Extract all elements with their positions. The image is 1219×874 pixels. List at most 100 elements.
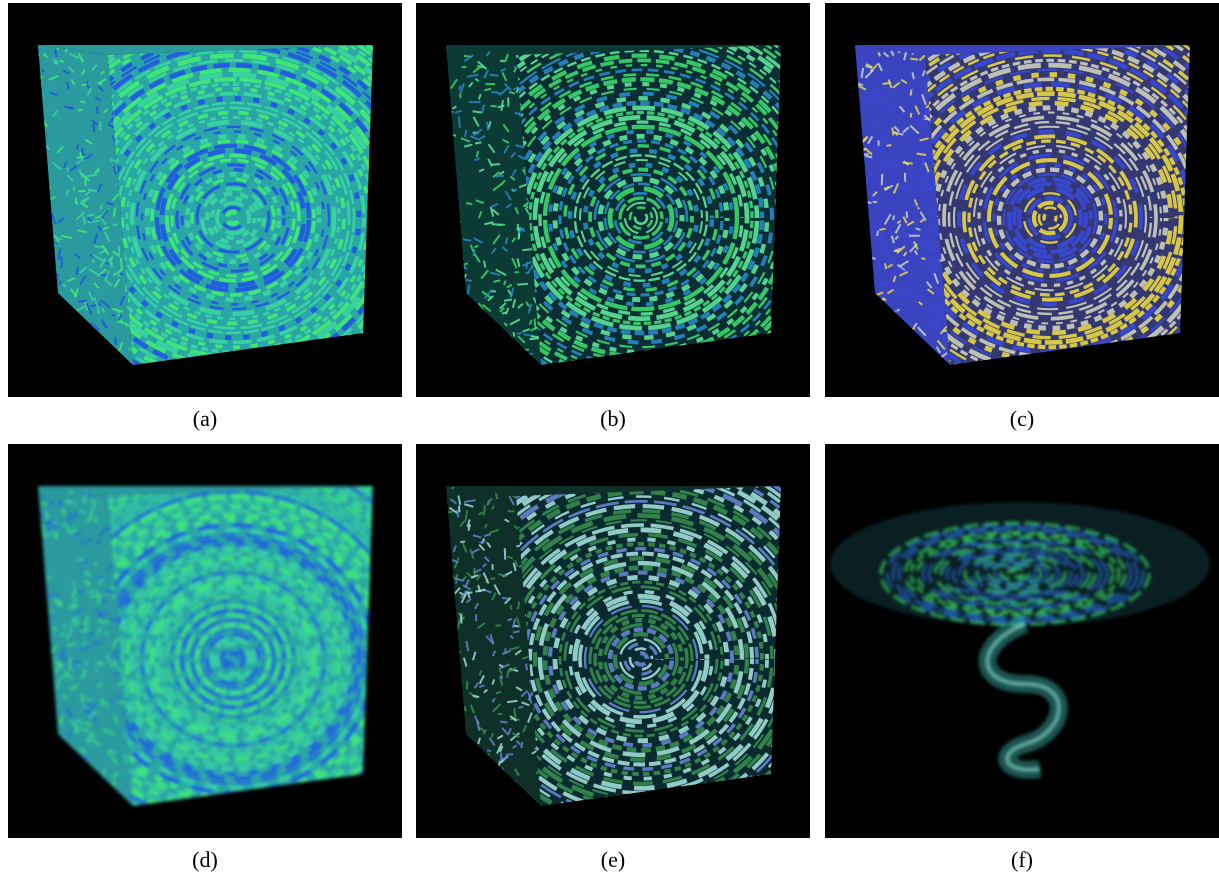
streak <box>885 263 886 269</box>
streak <box>917 154 927 155</box>
streak <box>504 300 512 301</box>
panel-image <box>405 435 877 874</box>
streak <box>83 730 89 731</box>
streak <box>879 229 885 230</box>
figure-images <box>0 0 1219 874</box>
streak <box>42 494 43 499</box>
streak <box>93 259 94 263</box>
caption: (d) <box>145 847 265 873</box>
streak <box>490 578 495 579</box>
streak <box>487 121 488 130</box>
streak <box>60 61 65 62</box>
panel-image <box>825 444 1219 838</box>
streak <box>522 249 531 250</box>
caption: (b) <box>553 406 673 432</box>
streak <box>74 186 75 191</box>
streak <box>526 262 527 269</box>
streak <box>529 338 540 339</box>
streak <box>505 548 506 559</box>
panel-image <box>0 435 469 874</box>
streak <box>513 631 520 632</box>
streak <box>465 706 466 711</box>
streak <box>118 270 119 277</box>
streak <box>69 108 74 109</box>
streak <box>468 284 469 294</box>
streak <box>473 249 474 256</box>
streak <box>85 660 86 666</box>
streak <box>926 172 927 177</box>
streak <box>105 593 109 594</box>
streak <box>500 722 507 723</box>
panel-image <box>405 0 877 442</box>
streak <box>873 123 877 124</box>
streak <box>933 308 941 309</box>
streak <box>484 505 485 515</box>
streak <box>61 256 62 262</box>
streak <box>479 685 484 686</box>
panel-image <box>0 0 469 442</box>
caption: (a) <box>145 406 265 432</box>
streak <box>507 701 517 702</box>
streak <box>517 284 528 285</box>
caption: (f) <box>962 847 1082 873</box>
streak <box>63 525 68 526</box>
streak <box>54 536 58 537</box>
streak <box>517 333 523 334</box>
streak <box>465 280 472 281</box>
streak <box>517 224 518 231</box>
streak <box>936 291 945 292</box>
streak <box>77 620 78 626</box>
panel-image <box>814 0 1219 442</box>
streak <box>491 92 500 93</box>
streak <box>475 142 481 143</box>
streak <box>473 111 483 112</box>
streak <box>81 101 86 102</box>
streak <box>514 708 515 719</box>
streak <box>459 117 460 128</box>
streak <box>113 781 114 787</box>
streak <box>60 602 61 607</box>
streak <box>463 239 471 240</box>
streak <box>915 296 922 297</box>
streak <box>865 156 872 157</box>
streak <box>510 605 511 610</box>
streak <box>501 675 502 679</box>
streak <box>114 208 115 217</box>
streak <box>518 707 523 708</box>
streak <box>526 664 527 671</box>
streak <box>115 337 116 345</box>
streak <box>55 50 56 58</box>
streak <box>491 106 497 107</box>
streak <box>82 706 89 707</box>
streak <box>119 246 120 257</box>
streak <box>78 191 86 192</box>
streak <box>78 109 83 110</box>
streak <box>457 510 458 517</box>
streak <box>518 602 519 609</box>
streak <box>877 231 878 236</box>
streak <box>121 258 122 270</box>
streak <box>459 85 460 90</box>
streak <box>525 350 529 351</box>
streak <box>514 332 515 337</box>
streak <box>78 559 84 560</box>
streak <box>98 595 99 604</box>
streak <box>114 657 115 665</box>
caption: (c) <box>962 406 1082 432</box>
streak <box>78 301 87 302</box>
streak <box>892 128 893 136</box>
streak <box>86 633 94 634</box>
streak <box>466 203 472 204</box>
streak <box>514 626 518 627</box>
streak <box>912 72 913 79</box>
streak <box>67 168 68 172</box>
streak <box>500 61 505 62</box>
streak <box>64 623 65 628</box>
streak <box>884 252 885 259</box>
streak <box>49 503 54 504</box>
streak <box>72 533 82 534</box>
streak <box>943 331 948 332</box>
streak <box>921 258 925 259</box>
streak <box>492 733 493 738</box>
streak <box>77 145 78 149</box>
